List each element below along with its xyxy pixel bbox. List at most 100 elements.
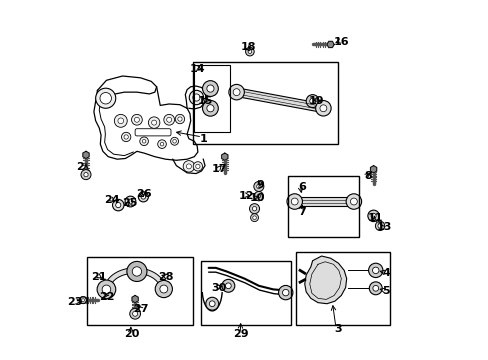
Bar	[296, 252, 389, 325]
Circle shape	[96, 88, 116, 108]
Circle shape	[141, 195, 145, 199]
Circle shape	[250, 214, 258, 222]
Text: 12: 12	[238, 191, 254, 201]
Circle shape	[225, 283, 231, 289]
Circle shape	[252, 207, 256, 211]
Circle shape	[254, 192, 263, 201]
Text: 24: 24	[104, 195, 120, 205]
Text: 9: 9	[256, 180, 264, 190]
Polygon shape	[304, 256, 346, 304]
FancyBboxPatch shape	[135, 129, 171, 136]
Text: 18: 18	[240, 42, 255, 52]
Bar	[287, 176, 359, 237]
Circle shape	[170, 137, 178, 145]
Circle shape	[155, 280, 172, 298]
Text: 25: 25	[122, 198, 137, 208]
Polygon shape	[370, 166, 376, 173]
Circle shape	[134, 117, 139, 122]
Bar	[201, 261, 290, 325]
Circle shape	[319, 105, 326, 112]
Circle shape	[375, 221, 384, 230]
Text: 17: 17	[211, 164, 227, 174]
Polygon shape	[326, 41, 333, 48]
Polygon shape	[106, 268, 165, 288]
Polygon shape	[235, 88, 324, 113]
Polygon shape	[132, 296, 138, 303]
Circle shape	[315, 100, 330, 116]
Circle shape	[132, 267, 142, 276]
Circle shape	[278, 285, 292, 300]
Circle shape	[163, 114, 174, 125]
Circle shape	[151, 120, 156, 125]
Bar	[192, 62, 337, 144]
Circle shape	[172, 139, 176, 143]
Circle shape	[160, 285, 167, 293]
Text: 2: 2	[76, 162, 84, 172]
Bar	[194, 65, 230, 132]
Polygon shape	[294, 197, 353, 206]
Circle shape	[205, 297, 218, 310]
Circle shape	[377, 224, 382, 228]
Text: 29: 29	[233, 329, 248, 339]
Circle shape	[128, 199, 133, 204]
Text: 10: 10	[249, 193, 264, 203]
Text: 4: 4	[382, 268, 389, 278]
Text: 16: 16	[333, 37, 348, 47]
Circle shape	[189, 90, 203, 105]
Text: 28: 28	[158, 272, 173, 282]
Circle shape	[286, 194, 302, 209]
Circle shape	[140, 137, 148, 145]
Text: 8: 8	[364, 171, 371, 181]
Polygon shape	[80, 297, 86, 303]
Circle shape	[192, 94, 200, 101]
Circle shape	[183, 161, 194, 172]
Polygon shape	[83, 151, 89, 158]
Circle shape	[112, 199, 124, 211]
Circle shape	[245, 47, 254, 56]
Bar	[86, 257, 192, 325]
Text: 15: 15	[197, 96, 212, 106]
Circle shape	[100, 93, 111, 104]
Text: 1: 1	[199, 134, 207, 144]
Text: 21: 21	[91, 272, 107, 282]
Circle shape	[175, 114, 184, 124]
Circle shape	[282, 289, 288, 296]
Circle shape	[222, 279, 234, 292]
Circle shape	[81, 299, 84, 302]
Circle shape	[186, 164, 191, 169]
Circle shape	[114, 114, 127, 127]
Circle shape	[116, 203, 121, 208]
Circle shape	[350, 198, 357, 205]
Polygon shape	[221, 153, 227, 160]
Circle shape	[83, 172, 88, 177]
Circle shape	[178, 117, 182, 121]
Circle shape	[102, 285, 110, 294]
Text: 20: 20	[123, 329, 139, 339]
Circle shape	[368, 282, 382, 295]
Circle shape	[257, 194, 260, 198]
Text: 6: 6	[297, 182, 305, 192]
Text: 22: 22	[99, 292, 114, 302]
Circle shape	[291, 198, 298, 205]
Text: 23: 23	[67, 297, 83, 307]
Circle shape	[148, 117, 160, 129]
Circle shape	[125, 196, 136, 207]
Circle shape	[80, 297, 86, 304]
Circle shape	[118, 118, 123, 124]
Circle shape	[372, 267, 378, 274]
Circle shape	[121, 132, 131, 141]
Text: 30: 30	[211, 283, 226, 293]
Circle shape	[249, 204, 259, 214]
Circle shape	[124, 135, 128, 139]
Circle shape	[370, 213, 375, 219]
Circle shape	[233, 89, 240, 96]
Circle shape	[253, 181, 264, 192]
Circle shape	[228, 84, 244, 100]
Circle shape	[305, 95, 319, 108]
Text: 3: 3	[333, 324, 341, 334]
Circle shape	[209, 301, 215, 307]
Circle shape	[202, 81, 218, 96]
Circle shape	[81, 170, 91, 180]
Circle shape	[131, 114, 142, 125]
Circle shape	[256, 184, 261, 189]
